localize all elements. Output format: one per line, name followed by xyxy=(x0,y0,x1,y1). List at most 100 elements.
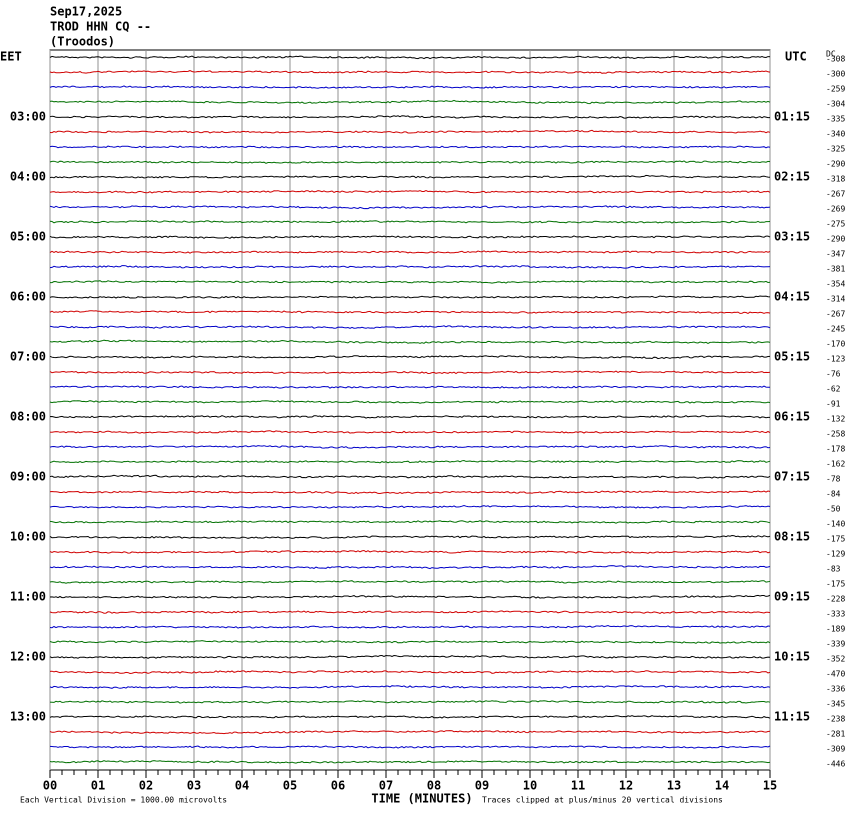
right-time: 08:15 xyxy=(774,530,810,544)
trace xyxy=(50,280,771,284)
dc-offset: -345 xyxy=(826,700,845,709)
dc-offset: -352 xyxy=(826,655,845,664)
dc-offset: -84 xyxy=(826,490,841,499)
dc-offset: -259 xyxy=(826,85,845,94)
plot-frame xyxy=(49,49,771,771)
trace xyxy=(49,115,770,119)
left-time: 08:00 xyxy=(10,410,46,424)
right-time: 05:15 xyxy=(774,350,810,364)
dc-label: DC xyxy=(826,50,836,59)
trace xyxy=(49,85,771,89)
dc-offset: -170 xyxy=(826,340,845,349)
trace xyxy=(49,654,771,659)
right-time: 10:15 xyxy=(774,650,810,664)
trace xyxy=(49,760,771,764)
right-time: 09:15 xyxy=(774,590,810,604)
x-tick-label: 13 xyxy=(667,779,681,793)
right-time: 02:15 xyxy=(774,170,810,184)
trace xyxy=(49,624,771,629)
location: (Troodos) xyxy=(50,35,115,49)
trace xyxy=(49,145,771,149)
trace xyxy=(49,474,771,479)
trace xyxy=(49,400,771,404)
trace xyxy=(49,355,771,360)
dc-offset: -245 xyxy=(826,325,845,334)
dc-offset: -336 xyxy=(826,685,845,694)
x-tick-label: 09 xyxy=(475,779,489,793)
dc-offset: -318 xyxy=(826,175,845,184)
trace xyxy=(49,160,771,164)
left-time: 06:00 xyxy=(10,290,46,304)
x-tick-label: 00 xyxy=(43,779,57,793)
right-time: 01:15 xyxy=(774,110,810,124)
trace xyxy=(49,250,771,254)
trace xyxy=(49,715,771,719)
right-time: 03:15 xyxy=(774,230,810,244)
left-time: 13:00 xyxy=(10,710,46,724)
x-tick-label: 11 xyxy=(571,779,585,793)
x-tick-label: 14 xyxy=(715,779,729,793)
dc-offset: -304 xyxy=(826,100,845,109)
dc-offset: -132 xyxy=(826,415,845,424)
trace xyxy=(49,339,771,344)
dc-offset: -275 xyxy=(826,220,845,229)
trace xyxy=(49,445,771,449)
dc-offset: -325 xyxy=(826,145,845,154)
left-time: 12:00 xyxy=(10,650,46,664)
trace xyxy=(49,265,771,269)
trace xyxy=(49,310,771,314)
trace xyxy=(49,580,771,584)
dc-offset: -335 xyxy=(826,115,845,124)
dc-offset: -189 xyxy=(826,625,845,634)
dc-offset: -309 xyxy=(826,745,845,754)
trace xyxy=(49,730,771,735)
dc-offset: -91 xyxy=(826,400,841,409)
dc-offset: -381 xyxy=(826,265,845,274)
trace xyxy=(49,55,771,60)
dc-offset: -175 xyxy=(826,580,845,589)
x-tick-label: 05 xyxy=(283,779,297,793)
dc-offset: -258 xyxy=(826,430,845,439)
clip-note: Traces clipped at plus/minus 20 vertical… xyxy=(482,796,723,805)
left-time: 09:00 xyxy=(10,470,46,484)
trace xyxy=(49,99,771,105)
dc-offset: -290 xyxy=(826,160,845,169)
trace xyxy=(49,534,771,539)
right-time: 04:15 xyxy=(774,290,810,304)
x-tick-label: 01 xyxy=(91,779,105,793)
x-tick-label: 12 xyxy=(619,779,633,793)
dc-offset: -281 xyxy=(826,730,845,739)
trace xyxy=(49,174,771,179)
trace xyxy=(49,430,771,434)
trace xyxy=(49,549,771,554)
dc-offset: -123 xyxy=(826,355,845,364)
dc-offset: -178 xyxy=(826,445,845,454)
dc-offset: -162 xyxy=(826,460,845,469)
dc-offset: -314 xyxy=(826,295,845,304)
trace xyxy=(49,325,771,329)
dc-offset: -238 xyxy=(826,715,845,724)
trace xyxy=(49,745,771,749)
trace xyxy=(49,490,771,495)
dc-offset: -228 xyxy=(826,595,845,604)
trace xyxy=(49,610,771,614)
x-tick-label: 15 xyxy=(763,779,777,793)
dc-offset: -83 xyxy=(826,565,841,574)
trace xyxy=(49,700,771,704)
trace xyxy=(49,235,771,239)
trace xyxy=(49,685,771,689)
dc-offset: -140 xyxy=(826,520,845,529)
trace xyxy=(49,295,771,299)
dc-offset: -339 xyxy=(826,640,845,649)
left-time: 05:00 xyxy=(10,230,46,244)
trace xyxy=(49,220,771,224)
dc-offset: -78 xyxy=(826,475,841,484)
scale-note: Each Vertical Division = 1000.00 microvo… xyxy=(20,796,227,805)
x-tick-label: 02 xyxy=(139,779,153,793)
trace xyxy=(49,70,771,74)
right-axis-label: UTC xyxy=(785,50,807,64)
trace xyxy=(49,415,770,419)
x-axis-label: TIME (MINUTES) xyxy=(371,792,472,806)
station: TROD HHN CQ -- xyxy=(50,20,151,34)
